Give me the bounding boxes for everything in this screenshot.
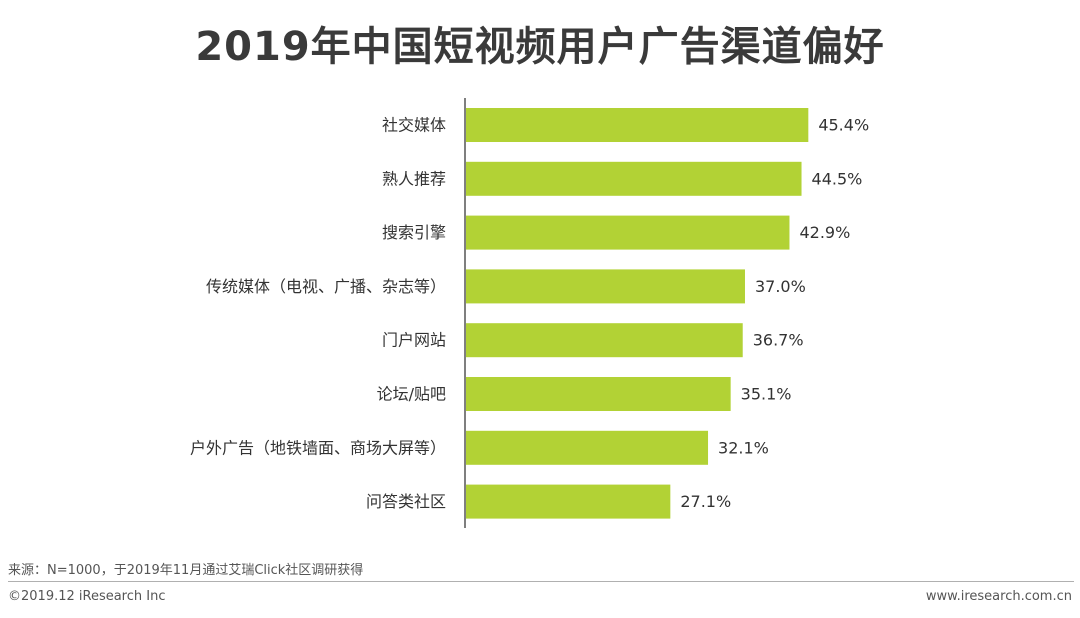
bar-chart: 社交媒体 45.4% 熟人推荐 44.5% 搜索引擎 42.9% 传统媒体（电视、广播、杂志… (190, 98, 869, 528)
value-label-3: 42.9% (799, 223, 850, 242)
value-label-4: 37.0% (755, 277, 806, 296)
value-label-7: 32.1% (718, 438, 769, 457)
bar-4 (466, 269, 745, 304)
category-label-1: 社交媒体 (382, 116, 446, 135)
category-label-4: 传统媒体（电视、广播、杂志等） (206, 277, 446, 296)
source-note: 来源：N=1000，于2019年11月通过艾瑞Click社区调研获得 (8, 563, 364, 578)
category-label-3: 搜索引擎 (382, 223, 446, 242)
category-label-7: 户外广告（地铁墙面、商场大屏等） (190, 438, 446, 457)
category-label-6: 论坛/贴吧 (377, 385, 446, 404)
bar-8 (466, 484, 671, 519)
value-label-1: 45.4% (818, 116, 869, 135)
bar-7 (466, 430, 709, 465)
value-label-5: 36.7% (753, 331, 804, 350)
category-label-8: 问答类社区 (366, 492, 446, 511)
copyright-text: ©2019.12 iResearch Inc (8, 589, 166, 604)
footer-divider (8, 581, 1074, 582)
website-text: www.iresearch.com.cn (925, 589, 1072, 604)
value-label-8: 27.1% (680, 492, 731, 511)
chart-title: 2019年中国短视频用户广告渠道偏好 (195, 24, 885, 70)
bar-3 (466, 215, 790, 250)
bars-layer: 社交媒体 45.4% 熟人推荐 44.5% 搜索引擎 42.9% 传统媒体（电视、广播、杂志… (190, 108, 869, 519)
bar-6 (466, 377, 731, 411)
bar-1 (466, 108, 809, 142)
category-label-5: 门户网站 (382, 331, 446, 350)
value-label-6: 35.1% (741, 385, 792, 404)
category-label-2: 熟人推荐 (382, 169, 446, 188)
value-label-2: 44.5% (812, 169, 863, 188)
bar-2 (466, 161, 802, 196)
bar-5 (466, 323, 743, 358)
